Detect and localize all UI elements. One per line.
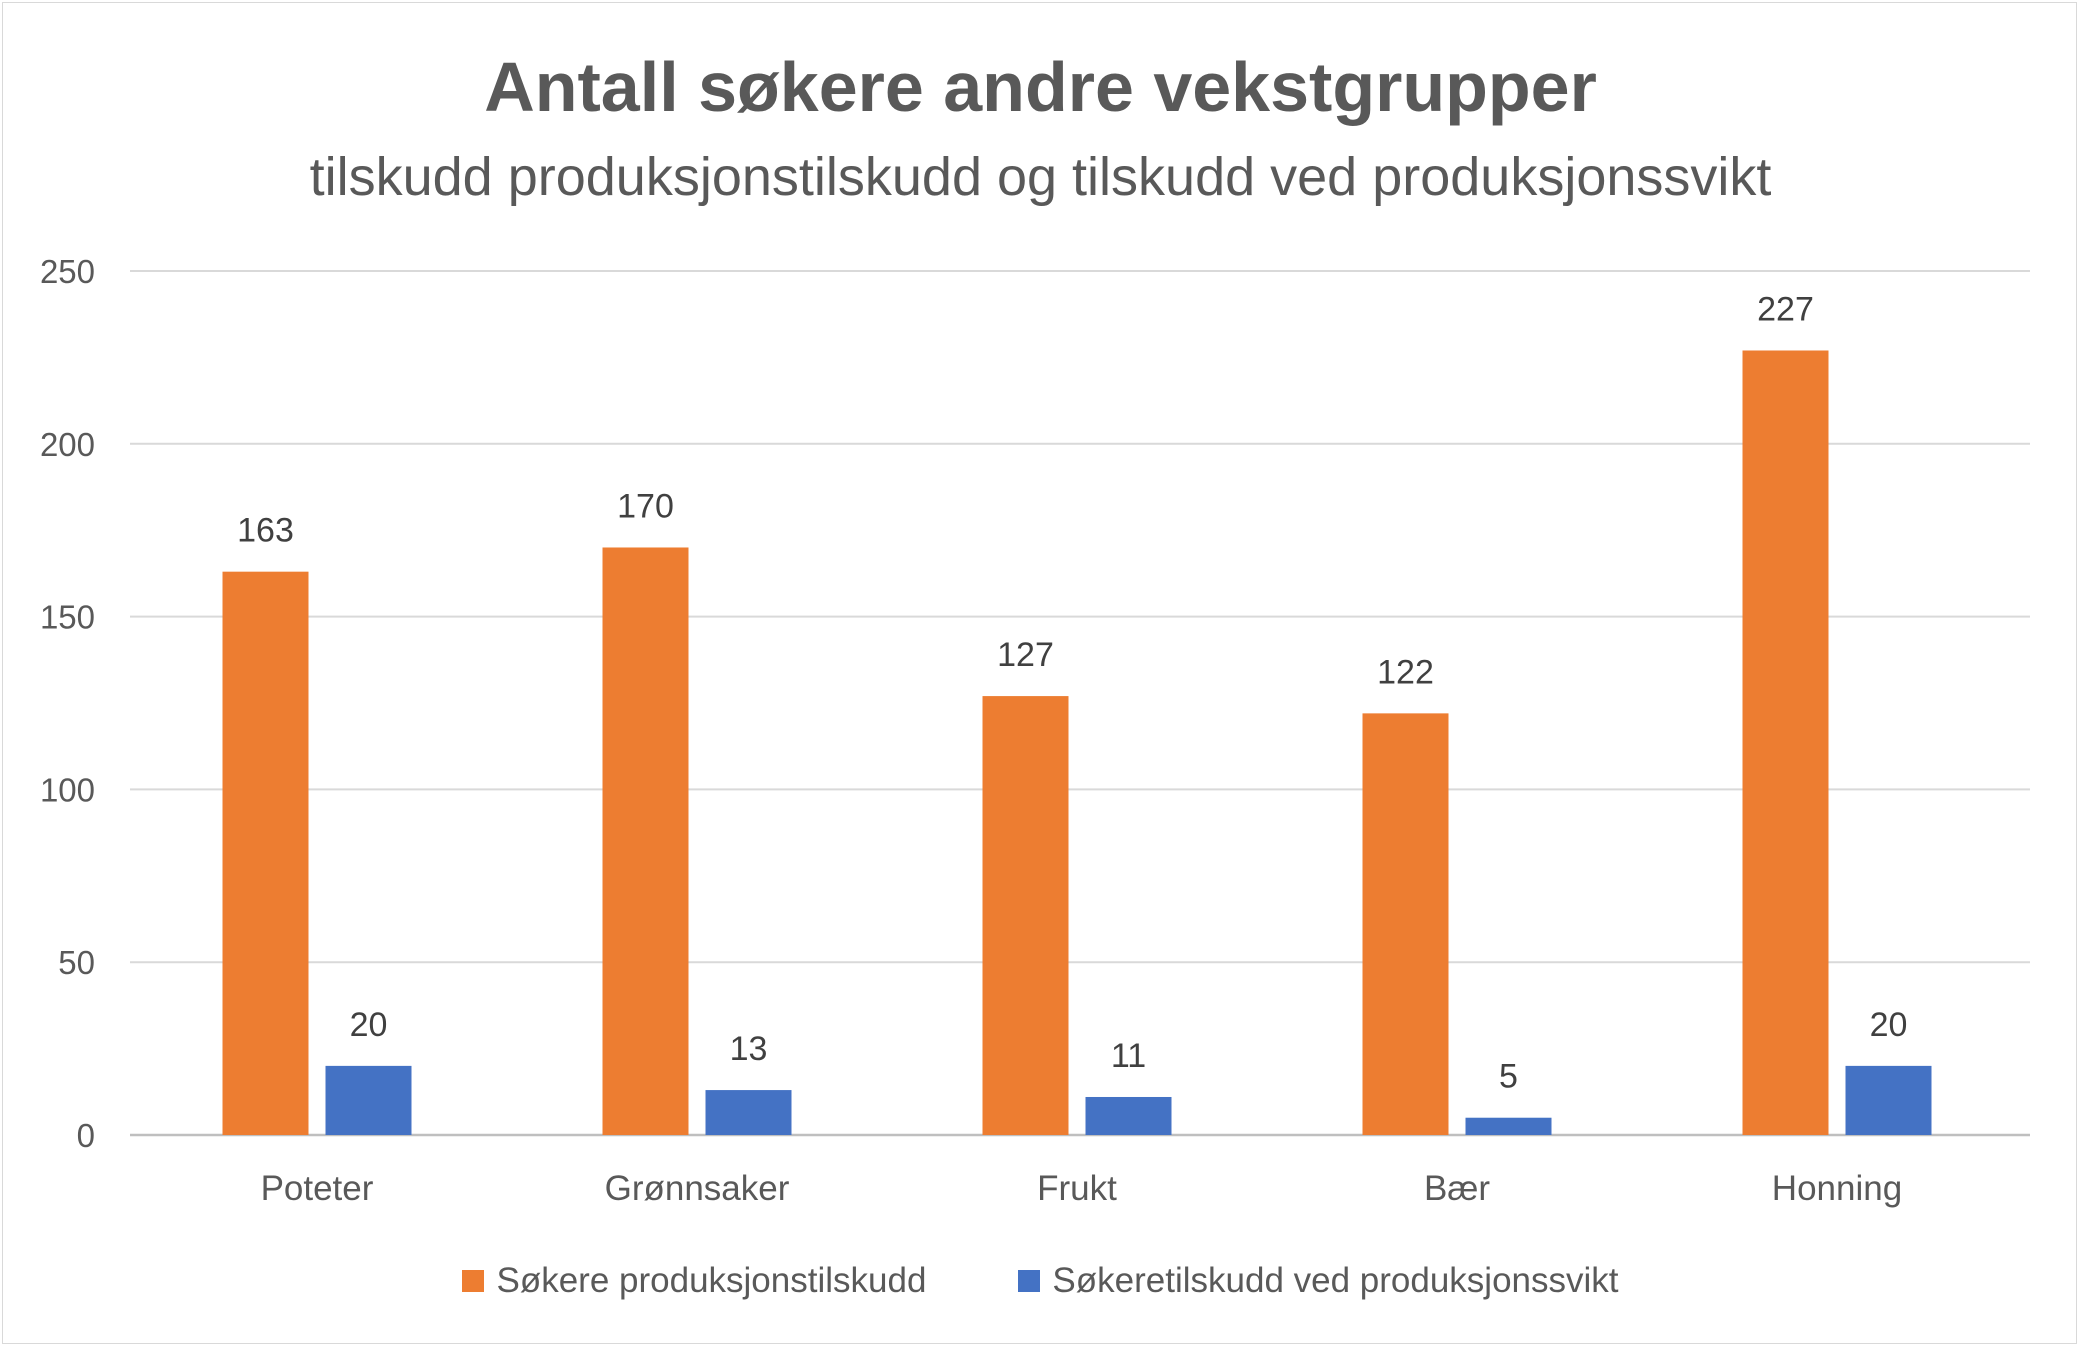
x-category-label: Poteter xyxy=(261,1169,374,1208)
bar-series-1 xyxy=(1742,350,1829,1135)
data-label: 122 xyxy=(1377,653,1434,691)
legend-label-series-2: Søkeretilskudd ved produksjonssvikt xyxy=(1052,1261,1619,1300)
x-category-label: Honning xyxy=(1772,1169,1902,1208)
bar-series-2 xyxy=(705,1090,792,1135)
data-label: 20 xyxy=(1870,1006,1908,1044)
data-label: 163 xyxy=(237,512,294,550)
legend-item-series-2: Søkeretilskudd ved produksjonssvikt xyxy=(1018,1261,1619,1301)
legend-label-series-1: Søkere produksjonstilskudd xyxy=(496,1261,927,1300)
x-category-label: Grønnsaker xyxy=(605,1169,790,1208)
bar-series-1 xyxy=(982,696,1069,1135)
bar-series-2 xyxy=(1845,1065,1932,1135)
data-label: 13 xyxy=(730,1030,768,1068)
data-label: 11 xyxy=(1111,1037,1146,1075)
y-tick-label: 200 xyxy=(40,426,95,463)
bar-series-2 xyxy=(325,1065,412,1135)
bar-series-2 xyxy=(1085,1096,1172,1135)
legend-swatch-series-1 xyxy=(462,1270,485,1292)
bar-series-2 xyxy=(1465,1117,1552,1135)
chart-title: Antall søkere andre vekstgrupper xyxy=(484,48,1597,126)
data-label: 170 xyxy=(617,487,674,525)
bar-series-1 xyxy=(602,547,689,1135)
data-label: 5 xyxy=(1499,1058,1518,1096)
x-category-label: Frukt xyxy=(1037,1169,1117,1208)
legend-item-series-1: Søkere produksjonstilskudd xyxy=(462,1261,926,1301)
legend-swatch-series-2 xyxy=(1018,1270,1041,1292)
y-tick-label: 0 xyxy=(77,1117,95,1154)
y-tick-label: 50 xyxy=(58,944,95,981)
bar-series-1 xyxy=(1362,713,1449,1135)
legend: Søkere produksjonstilskudd Søkeretilskud… xyxy=(0,1257,2081,1305)
y-tick-label: 250 xyxy=(40,253,95,290)
y-tick-label: 100 xyxy=(40,771,95,808)
x-category-label: Bær xyxy=(1424,1169,1490,1208)
data-label: 227 xyxy=(1757,290,1814,328)
bar-series-1 xyxy=(222,571,309,1135)
y-tick-label: 150 xyxy=(40,599,95,636)
data-label: 20 xyxy=(350,1006,388,1044)
chart-subtitle: tilskudd produksjonstilskudd og tilskudd… xyxy=(309,147,1772,207)
data-label: 127 xyxy=(997,636,1054,674)
